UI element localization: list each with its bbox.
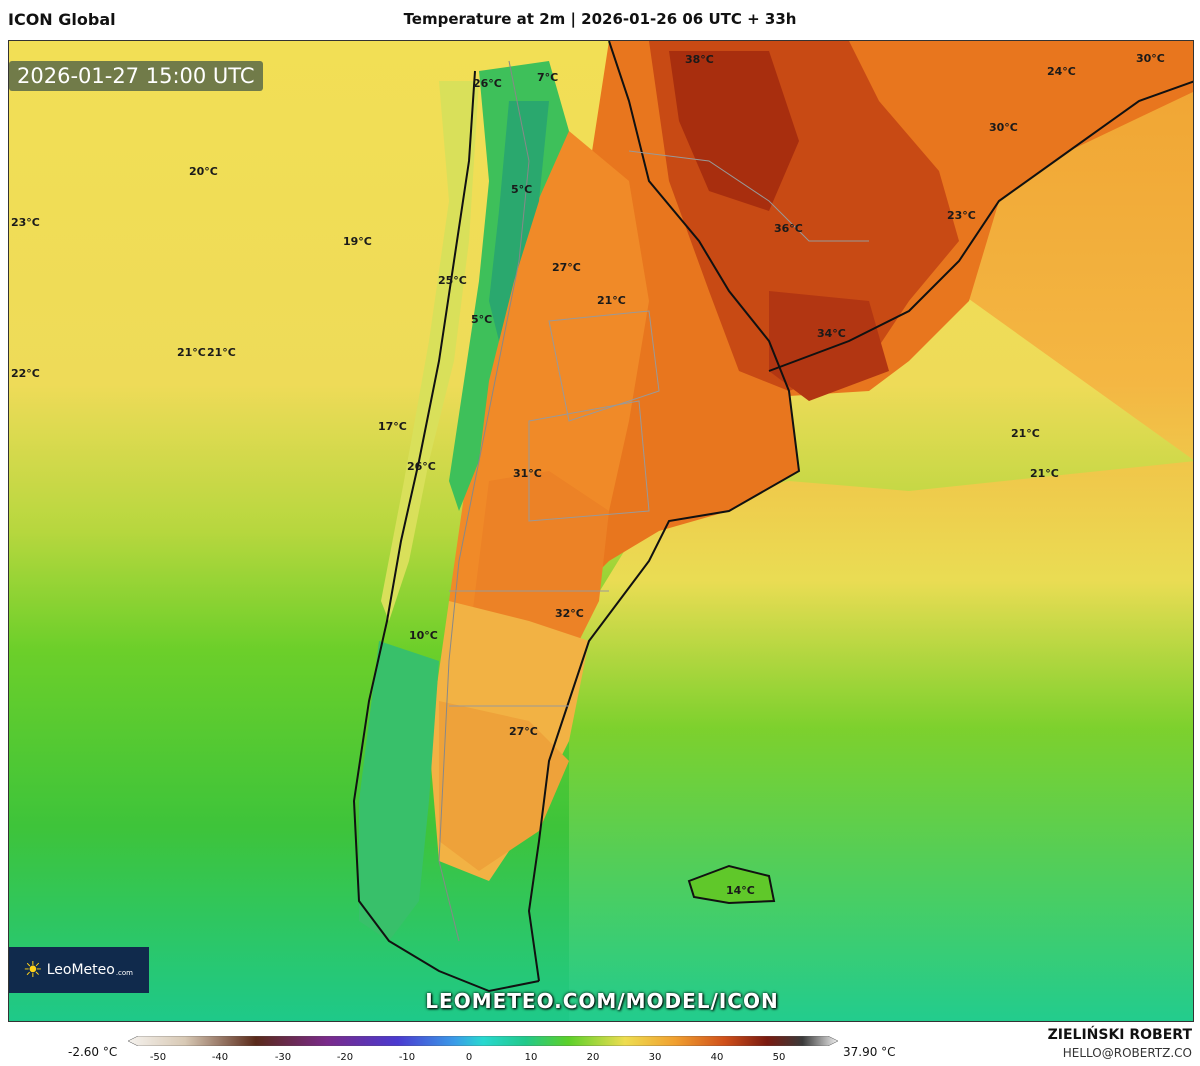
- logo-text: LeoMeteo: [46, 962, 115, 978]
- temp-label: 34°C: [817, 327, 846, 340]
- temp-label: 17°C: [378, 420, 407, 433]
- temp-label: 27°C: [509, 725, 538, 738]
- author-name: ZIELIŃSKI ROBERT: [1047, 1027, 1192, 1043]
- legend-min-value: -2.60 °C: [68, 1045, 118, 1059]
- scale-tick: -10: [398, 1052, 416, 1063]
- temp-label: 31°C: [513, 467, 542, 480]
- temp-label: 21°C: [177, 346, 206, 359]
- model-name: ICON Global: [8, 10, 116, 29]
- scale-tick: 40: [710, 1052, 724, 1063]
- temp-label: 19°C: [343, 235, 372, 248]
- scale-tick: 10: [524, 1052, 538, 1063]
- leometeo-logo[interactable]: ☀ LeoMeteo .com: [9, 947, 149, 993]
- temp-label: 38°C: [685, 53, 714, 66]
- scale-tick: 0: [465, 1052, 473, 1063]
- scale-tick: 50: [772, 1052, 786, 1063]
- temp-label: 21°C: [207, 346, 236, 359]
- temp-label: 25°C: [438, 274, 467, 287]
- temp-label: 23°C: [11, 216, 40, 229]
- temp-label: 30°C: [989, 121, 1018, 134]
- temp-label: 22°C: [11, 367, 40, 380]
- scale-tick: -50: [149, 1052, 167, 1063]
- scale-tick: 30: [648, 1052, 662, 1063]
- temp-label: 20°C: [189, 165, 218, 178]
- color-scale-ticks: -50 -40 -30 -20 -10 0 10 20 30 40 50: [128, 1052, 838, 1066]
- temp-label: 26°C: [407, 460, 436, 473]
- forecast-timestamp: 2026-01-27 15:00 UTC: [9, 61, 263, 91]
- temp-label: 5°C: [511, 183, 533, 196]
- scale-tick: -40: [211, 1052, 229, 1063]
- temp-label: 23°C: [947, 209, 976, 222]
- temp-label: 21°C: [597, 294, 626, 307]
- temp-label: 21°C: [1030, 467, 1059, 480]
- legend-max-value: 37.90 °C: [843, 1045, 896, 1059]
- scale-tick: -30: [274, 1052, 292, 1063]
- source-url: LEOMETEO.COM/MODEL/ICON: [425, 989, 779, 1013]
- sun-icon: ☀: [23, 957, 43, 983]
- temp-label: 27°C: [552, 261, 581, 274]
- temp-label: 14°C: [726, 884, 755, 897]
- temp-label: 32°C: [555, 607, 584, 620]
- temperature-map[interactable]: 2026-01-27 15:00 UTC 26°C 7°C 38°C 24°C …: [8, 40, 1194, 1022]
- color-scale-bar: [128, 1036, 838, 1046]
- temp-label: 30°C: [1136, 52, 1165, 65]
- author-email[interactable]: HELLO@ROBERTZ.CO: [1062, 1046, 1192, 1060]
- temp-label: 36°C: [774, 222, 803, 235]
- temp-label: 24°C: [1047, 65, 1076, 78]
- temp-label: 26°C: [473, 77, 502, 90]
- scale-tick: 20: [586, 1052, 600, 1063]
- logo-suffix: .com: [115, 968, 134, 977]
- temp-label: 5°C: [471, 313, 493, 326]
- temp-label: 10°C: [409, 629, 438, 642]
- scale-tick: -20: [336, 1052, 354, 1063]
- map-canvas: [9, 41, 1193, 1021]
- temp-label: 21°C: [1011, 427, 1040, 440]
- temp-label: 7°C: [537, 71, 559, 84]
- chart-title: Temperature at 2m | 2026-01-26 06 UTC + …: [403, 10, 797, 28]
